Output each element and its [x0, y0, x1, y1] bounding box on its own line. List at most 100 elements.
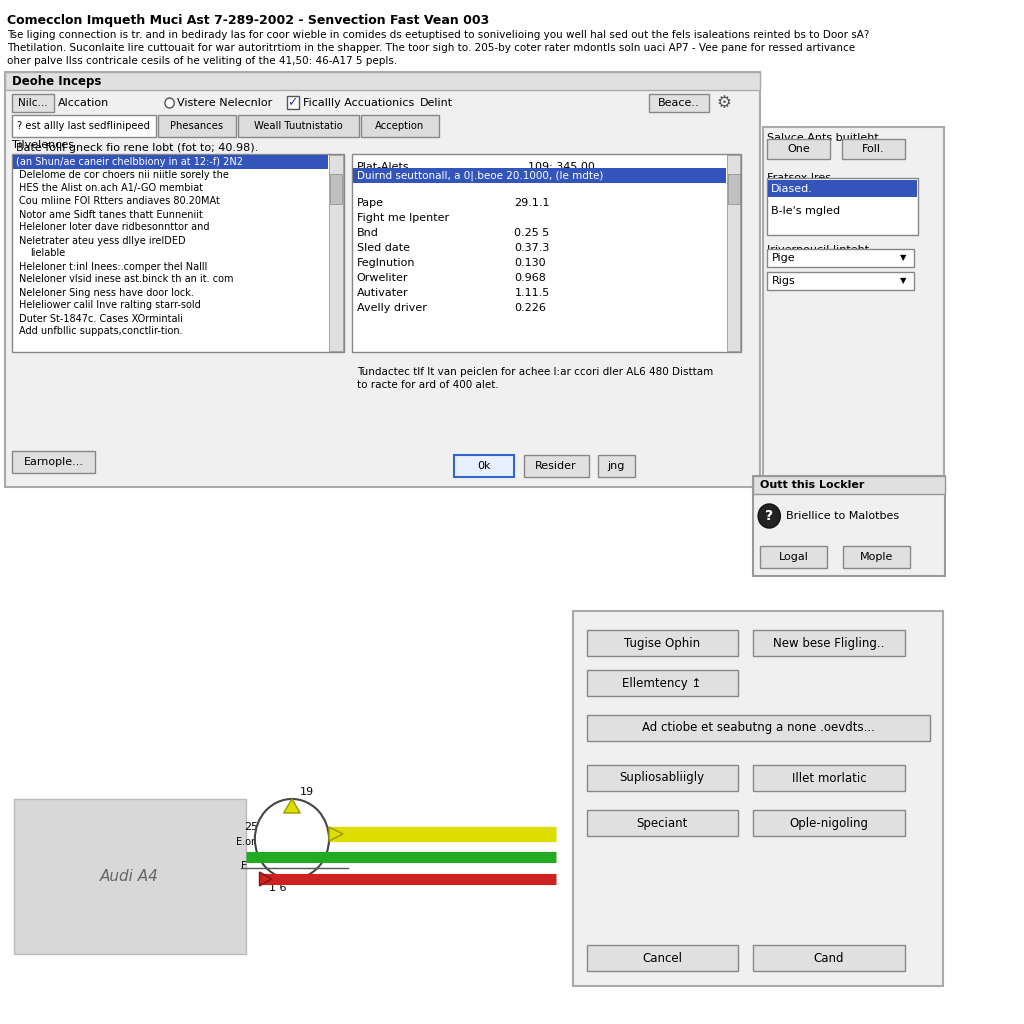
Text: ▼: ▼ [900, 254, 906, 262]
FancyBboxPatch shape [844, 546, 910, 568]
FancyBboxPatch shape [12, 94, 53, 112]
Text: 0.37.3: 0.37.3 [514, 243, 550, 253]
Text: Sled date: Sled date [356, 243, 410, 253]
Text: One: One [787, 144, 810, 154]
Text: Pape: Pape [356, 198, 384, 208]
Text: Heleloner t:inl Inees:.comper thel Nalll: Heleloner t:inl Inees:.comper thel Nalll [19, 261, 208, 271]
Text: Logal: Logal [778, 552, 808, 562]
FancyBboxPatch shape [454, 455, 514, 477]
Text: ▼: ▼ [900, 276, 906, 286]
Text: to racte for ard of 400 alet.: to racte for ard of 400 alet. [356, 380, 499, 390]
FancyBboxPatch shape [767, 249, 913, 267]
Text: (an Shun/ae caneir chelbbiony in at 12:-f) 2N2: (an Shun/ae caneir chelbbiony in at 12:-… [15, 157, 243, 167]
FancyBboxPatch shape [572, 611, 943, 986]
Text: oher palve llss contricale cesils of he veliting of the 41,50: 46-A17 5 pepls.: oher palve llss contricale cesils of he … [7, 56, 397, 66]
Circle shape [165, 98, 174, 108]
FancyBboxPatch shape [5, 72, 760, 487]
Text: Iriverpoucil Iinteht: Iriverpoucil Iinteht [767, 245, 869, 255]
Text: 19: 19 [299, 787, 313, 797]
Text: Tundactec tlf It van peiclen for achee l:ar ccori dler AL6 480 Disttam: Tundactec tlf It van peiclen for achee l… [356, 367, 713, 377]
Text: 0.130: 0.130 [514, 258, 546, 268]
FancyBboxPatch shape [587, 670, 737, 696]
FancyBboxPatch shape [754, 630, 904, 656]
FancyBboxPatch shape [0, 487, 949, 1024]
Text: Outt this Lockler: Outt this Lockler [760, 480, 864, 490]
FancyBboxPatch shape [14, 799, 246, 954]
Text: Diased.: Diased. [771, 183, 813, 194]
FancyBboxPatch shape [353, 168, 726, 183]
Text: Thetilation. Suconlaite lire cuttouait for war autoritrtiom in the shapper. The : Thetilation. Suconlaite lire cuttouait f… [7, 43, 855, 53]
Text: New bese Fligling..: New bese Fligling.. [773, 637, 885, 649]
Text: Fratsox Ires: Fratsox Ires [767, 173, 831, 183]
Text: E: E [241, 861, 247, 871]
Text: Alccation: Alccation [58, 98, 110, 108]
Text: Ad ctiobe et seabutng a none .oevdts...: Ad ctiobe et seabutng a none .oevdts... [642, 722, 874, 734]
Text: Duirnd seuttonall, a 0|.beoe 20.1000, (le mdte): Duirnd seuttonall, a 0|.beoe 20.1000, (l… [356, 170, 603, 181]
Text: 1.11.5: 1.11.5 [514, 288, 550, 298]
FancyBboxPatch shape [329, 155, 343, 351]
FancyBboxPatch shape [13, 155, 328, 169]
FancyBboxPatch shape [754, 765, 904, 791]
Text: Earnople...: Earnople... [24, 457, 84, 467]
Text: lielable: lielable [31, 249, 66, 258]
FancyBboxPatch shape [767, 178, 918, 234]
Text: 0.226: 0.226 [514, 303, 546, 313]
Text: Phesances: Phesances [170, 121, 223, 131]
Text: Beace..: Beace.. [658, 98, 699, 108]
FancyBboxPatch shape [0, 0, 949, 1024]
FancyBboxPatch shape [842, 139, 904, 159]
Text: 25: 25 [244, 822, 258, 831]
FancyBboxPatch shape [768, 180, 916, 197]
Text: Pige: Pige [772, 253, 796, 263]
FancyBboxPatch shape [754, 810, 904, 836]
FancyBboxPatch shape [649, 94, 709, 112]
FancyBboxPatch shape [587, 945, 737, 971]
FancyBboxPatch shape [360, 115, 439, 137]
Text: Audi A4: Audi A4 [100, 869, 159, 884]
Text: Ficallly Accuationics: Ficallly Accuationics [303, 98, 415, 108]
FancyBboxPatch shape [158, 115, 237, 137]
Circle shape [255, 799, 329, 879]
Text: Add unfbllic suppats,conctlir-tion.: Add unfbllic suppats,conctlir-tion. [19, 327, 183, 337]
Text: Neletrater ateu yess dllye ireIDED: Neletrater ateu yess dllye ireIDED [19, 236, 186, 246]
Text: Salvce Ants buitleht: Salvce Ants buitleht [767, 133, 880, 143]
FancyBboxPatch shape [753, 476, 945, 494]
Text: B-le's mgled: B-le's mgled [771, 206, 841, 216]
Text: Cou mliine FOI Rtters andiaves 80.20MAt: Cou mliine FOI Rtters andiaves 80.20MAt [19, 197, 220, 207]
Text: ✓: ✓ [288, 96, 298, 110]
Text: Bate folll gneck fio rene lobt (fot to; 40.98).: Bate folll gneck fio rene lobt (fot to; … [15, 143, 258, 153]
Text: Nilc...: Nilc... [18, 98, 48, 108]
Polygon shape [329, 827, 343, 841]
Text: Rigs: Rigs [772, 276, 796, 286]
Text: Autivater: Autivater [356, 288, 409, 298]
Text: Foll.: Foll. [862, 144, 885, 154]
Text: Heleloner loter dave ridbesonnttor and: Heleloner loter dave ridbesonnttor and [19, 222, 210, 232]
Text: Resider: Resider [536, 461, 577, 471]
FancyBboxPatch shape [12, 115, 156, 137]
Text: Mople: Mople [860, 552, 893, 562]
Text: Bnd: Bnd [356, 228, 379, 238]
FancyBboxPatch shape [598, 455, 635, 477]
Text: Heleliower calil lnve ralting starr-sold: Heleliower calil lnve ralting starr-sold [19, 300, 201, 310]
Text: Deohe Inceps: Deohe Inceps [12, 75, 101, 87]
Text: Ellemtency ↥: Ellemtency ↥ [623, 677, 701, 689]
Polygon shape [259, 872, 271, 886]
FancyBboxPatch shape [763, 127, 944, 482]
Text: Neleloner vlsid inese ast.binck th an it. com: Neleloner vlsid inese ast.binck th an it… [19, 274, 233, 285]
FancyBboxPatch shape [727, 155, 740, 351]
Text: Speciant: Speciant [637, 816, 688, 829]
FancyBboxPatch shape [288, 96, 299, 109]
Text: Briellice to Malotbes: Briellice to Malotbes [785, 511, 899, 521]
Text: Tse liging connection is tr. and in bedirady las for coor wieble in comides ds e: Tse liging connection is tr. and in bedi… [7, 30, 869, 40]
FancyBboxPatch shape [587, 715, 930, 741]
FancyBboxPatch shape [5, 72, 760, 90]
Text: Feglnution: Feglnution [356, 258, 416, 268]
FancyBboxPatch shape [587, 810, 737, 836]
Text: Tugise Ophin: Tugise Ophin [624, 637, 700, 649]
Text: 0k: 0k [477, 461, 490, 471]
Text: Neleloner Sing ness have door lock.: Neleloner Sing ness have door lock. [19, 288, 195, 298]
FancyBboxPatch shape [239, 115, 358, 137]
Text: Notor ame Sidft tanes thatt Eunneniit: Notor ame Sidft tanes thatt Eunneniit [19, 210, 204, 219]
FancyBboxPatch shape [352, 154, 741, 352]
Text: 0.968: 0.968 [514, 273, 546, 283]
